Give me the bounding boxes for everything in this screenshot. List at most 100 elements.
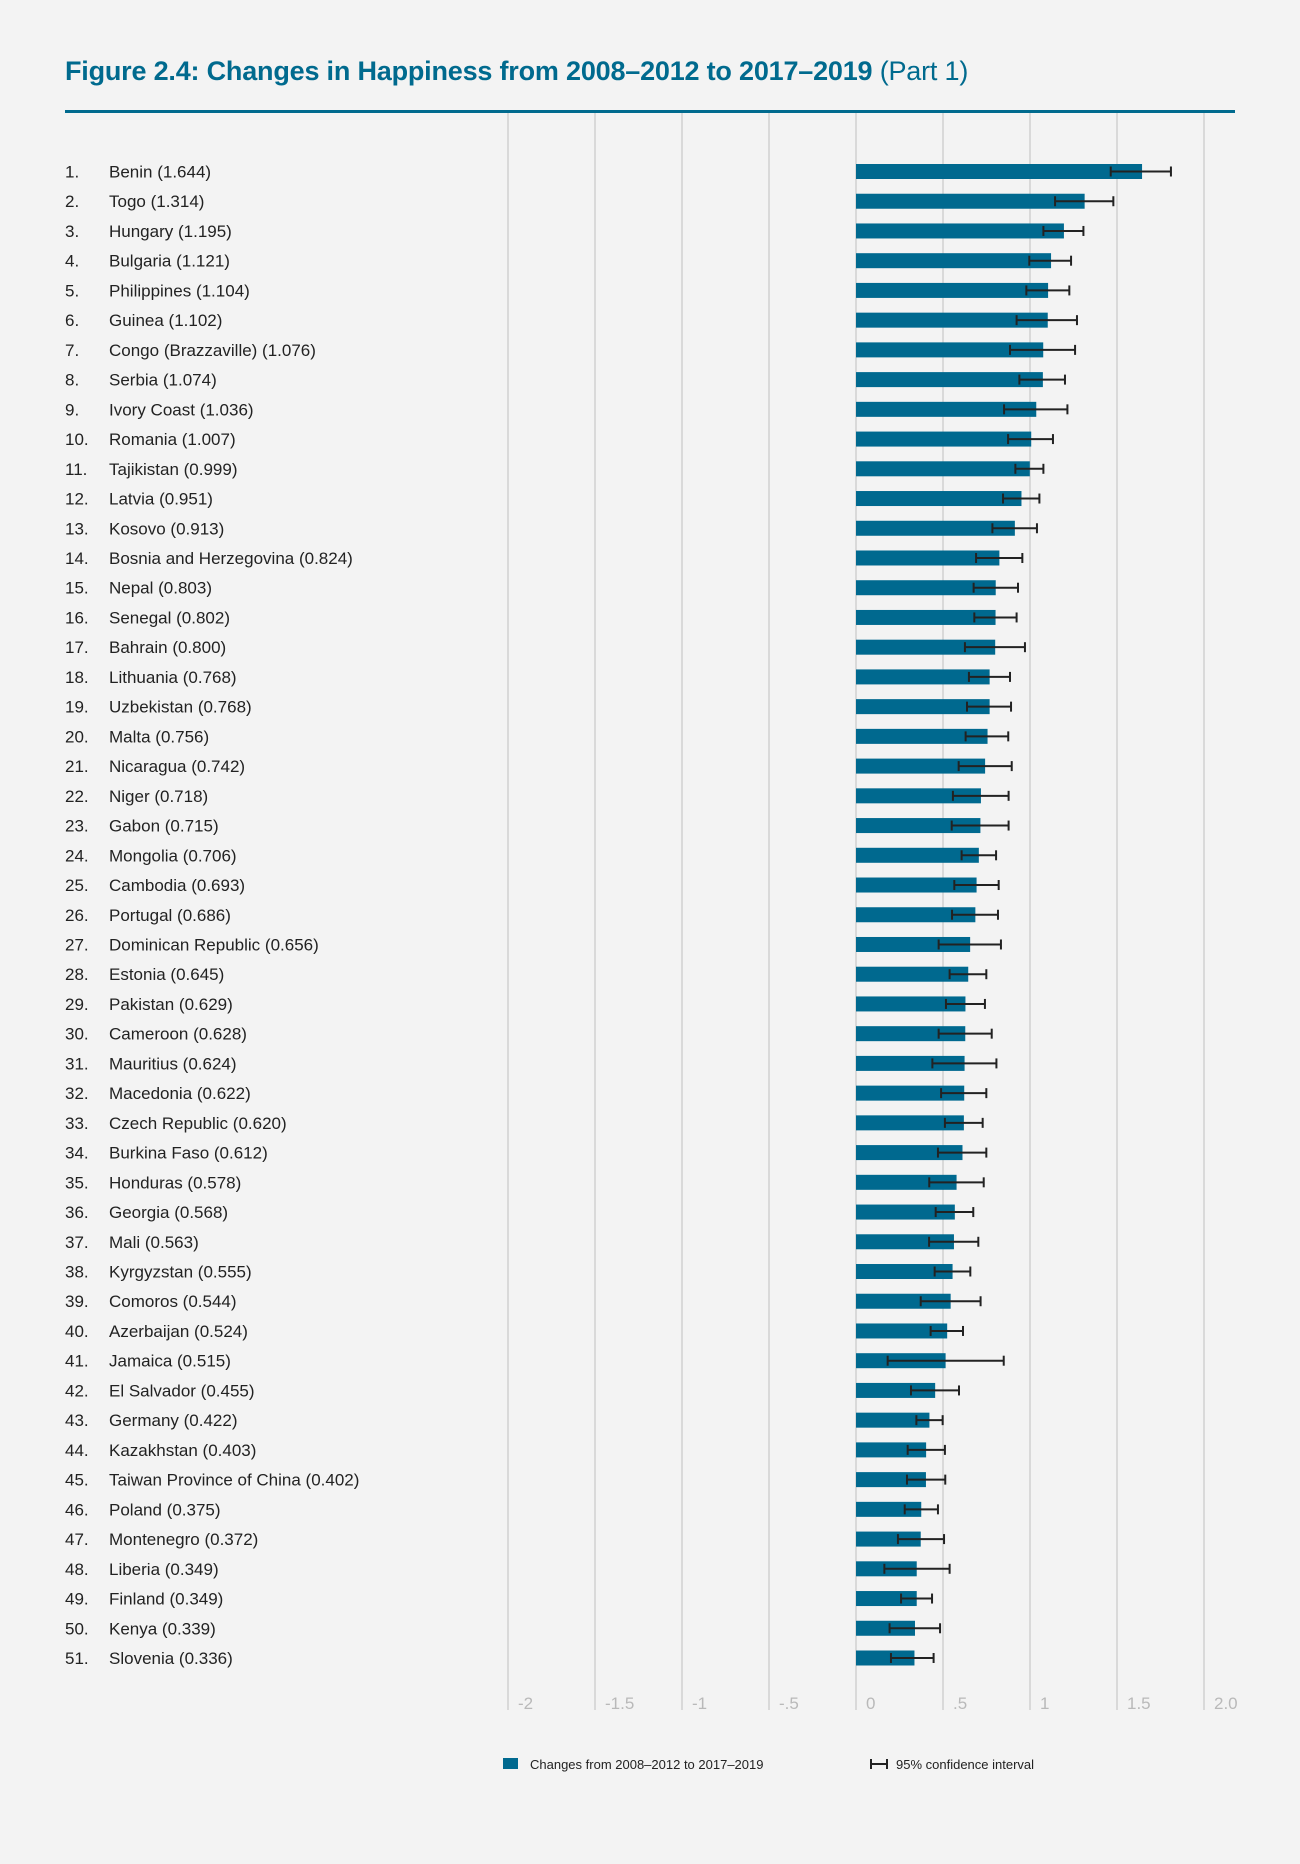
bar (856, 312, 1048, 328)
bar-row: 42. El Salvador (0.455) (65, 1381, 961, 1400)
bar (856, 401, 1037, 417)
country-label: Comoros (0.544) (109, 1292, 237, 1311)
rank-label: 12. (65, 490, 89, 509)
bar-row: 10. Romania (1.007) (65, 430, 1054, 449)
country-label: Serbia (1.074) (109, 371, 217, 390)
country-label: Honduras (0.578) (109, 1173, 241, 1192)
error-bar (905, 1474, 947, 1485)
rank-label: 45. (65, 1471, 89, 1490)
bar (856, 1382, 936, 1398)
country-label: Finland (0.349) (109, 1590, 223, 1609)
legend-ci-icon (870, 1759, 888, 1769)
figure-title: Figure 2.4: Changes in Happiness from 20… (65, 56, 968, 87)
country-label: Lithuania (0.768) (109, 668, 237, 687)
rank-label: 39. (65, 1292, 89, 1311)
bar-row: 1. Benin (1.644) (65, 163, 1172, 182)
bar-row: 24. Mongolia (0.706) (65, 846, 998, 865)
bar (856, 550, 1000, 566)
bar (856, 520, 1015, 536)
country-label: Czech Republic (0.620) (109, 1114, 287, 1133)
bar-row: 8. Serbia (1.074) (65, 371, 1066, 390)
bar-row: 30. Cameroon (0.628) (65, 1025, 993, 1044)
bar-row: 41. Jamaica (0.515) (65, 1352, 1005, 1371)
bar-row: 13. Kosovo (0.913) (65, 519, 1038, 538)
bar-row: 44. Kazakhstan (0.403) (65, 1441, 946, 1460)
bar (856, 669, 990, 685)
rank-label: 38. (65, 1263, 89, 1282)
country-label: Montenegro (0.372) (109, 1530, 258, 1549)
rank-label: 24. (65, 846, 89, 865)
rank-label: 13. (65, 519, 89, 538)
country-label: Benin (1.644) (109, 163, 211, 182)
rank-label: 46. (65, 1500, 89, 1519)
bar-row: 26. Portugal (0.686) (65, 906, 999, 925)
bar (856, 609, 996, 625)
rank-label: 26. (65, 906, 89, 925)
bar (856, 936, 971, 952)
error-bar (972, 582, 1019, 593)
bar-row: 12. Latvia (0.951) (65, 490, 1041, 509)
error-bar (934, 1207, 975, 1218)
bar-row: 2. Togo (1.314) (65, 192, 1115, 211)
bar (856, 342, 1044, 358)
bar-row: 27. Dominican Republic (0.656) (65, 935, 1002, 954)
rank-label: 27. (65, 935, 89, 954)
bar-row: 16. Senegal (0.802) (65, 608, 1018, 627)
rank-label: 25. (65, 876, 89, 895)
error-bar (1018, 374, 1066, 385)
bar-row: 3. Hungary (1.195) (65, 222, 1085, 241)
bar (856, 996, 966, 1012)
country-label: Cameroon (0.628) (109, 1025, 247, 1044)
bar-row: 39. Comoros (0.544) (65, 1292, 982, 1311)
bar (856, 699, 990, 715)
bar-row: 49. Finland (0.349) (65, 1590, 934, 1609)
bar-row: 4. Bulgaria (1.121) (65, 252, 1073, 271)
bar (856, 461, 1030, 477)
rank-label: 44. (65, 1441, 89, 1460)
bar-row: 51. Slovenia (0.336) (65, 1649, 935, 1668)
bar-row: 34. Burkina Faso (0.612) (65, 1144, 988, 1163)
rank-label: 37. (65, 1233, 89, 1252)
country-label: Nicaragua (0.742) (109, 757, 245, 776)
error-bar (1008, 344, 1077, 355)
error-bar (900, 1593, 934, 1604)
error-bar (944, 998, 986, 1009)
bar (856, 1620, 915, 1636)
bar-row: 6. Guinea (1.102) (65, 311, 1078, 330)
country-label: Portugal (0.686) (109, 906, 231, 925)
rank-label: 5. (65, 281, 79, 300)
bar (856, 1650, 915, 1666)
error-bar (1014, 463, 1045, 474)
country-label: El Salvador (0.455) (109, 1381, 255, 1400)
error-bar (1028, 255, 1073, 266)
error-bar (1109, 166, 1172, 177)
error-bar (953, 880, 1000, 891)
error-bar (1015, 315, 1078, 326)
bar-row: 32. Macedonia (0.622) (65, 1084, 988, 1103)
error-bar (929, 1325, 965, 1336)
bar-row: 23. Gabon (0.715) (65, 817, 1010, 836)
bar (856, 1145, 963, 1161)
bar (856, 966, 969, 982)
rank-label: 19. (65, 698, 89, 717)
country-label: Bosnia and Herzegovina (0.824) (109, 549, 353, 568)
rank-label: 11. (65, 460, 87, 479)
country-label: Uzbekistan (0.768) (109, 698, 252, 717)
bar (856, 1264, 953, 1280)
bar-row: 46. Poland (0.375) (65, 1500, 939, 1519)
rank-label: 40. (65, 1322, 89, 1341)
error-bar (1054, 196, 1115, 207)
country-label: Latvia (0.951) (109, 490, 213, 509)
bar-row: 43. Germany (0.422) (65, 1411, 944, 1430)
bar-row: 33. Czech Republic (0.620) (65, 1114, 984, 1133)
rank-label: 30. (65, 1025, 89, 1044)
bar (856, 1293, 951, 1309)
error-bar (909, 1385, 961, 1396)
rank-label: 34. (65, 1144, 89, 1163)
country-label: Estonia (0.645) (109, 965, 224, 984)
error-bar (936, 1147, 988, 1158)
bar (856, 639, 996, 655)
error-bar (886, 1355, 1005, 1366)
x-tick-label: .5 (953, 1694, 967, 1713)
error-bar (889, 1653, 935, 1663)
